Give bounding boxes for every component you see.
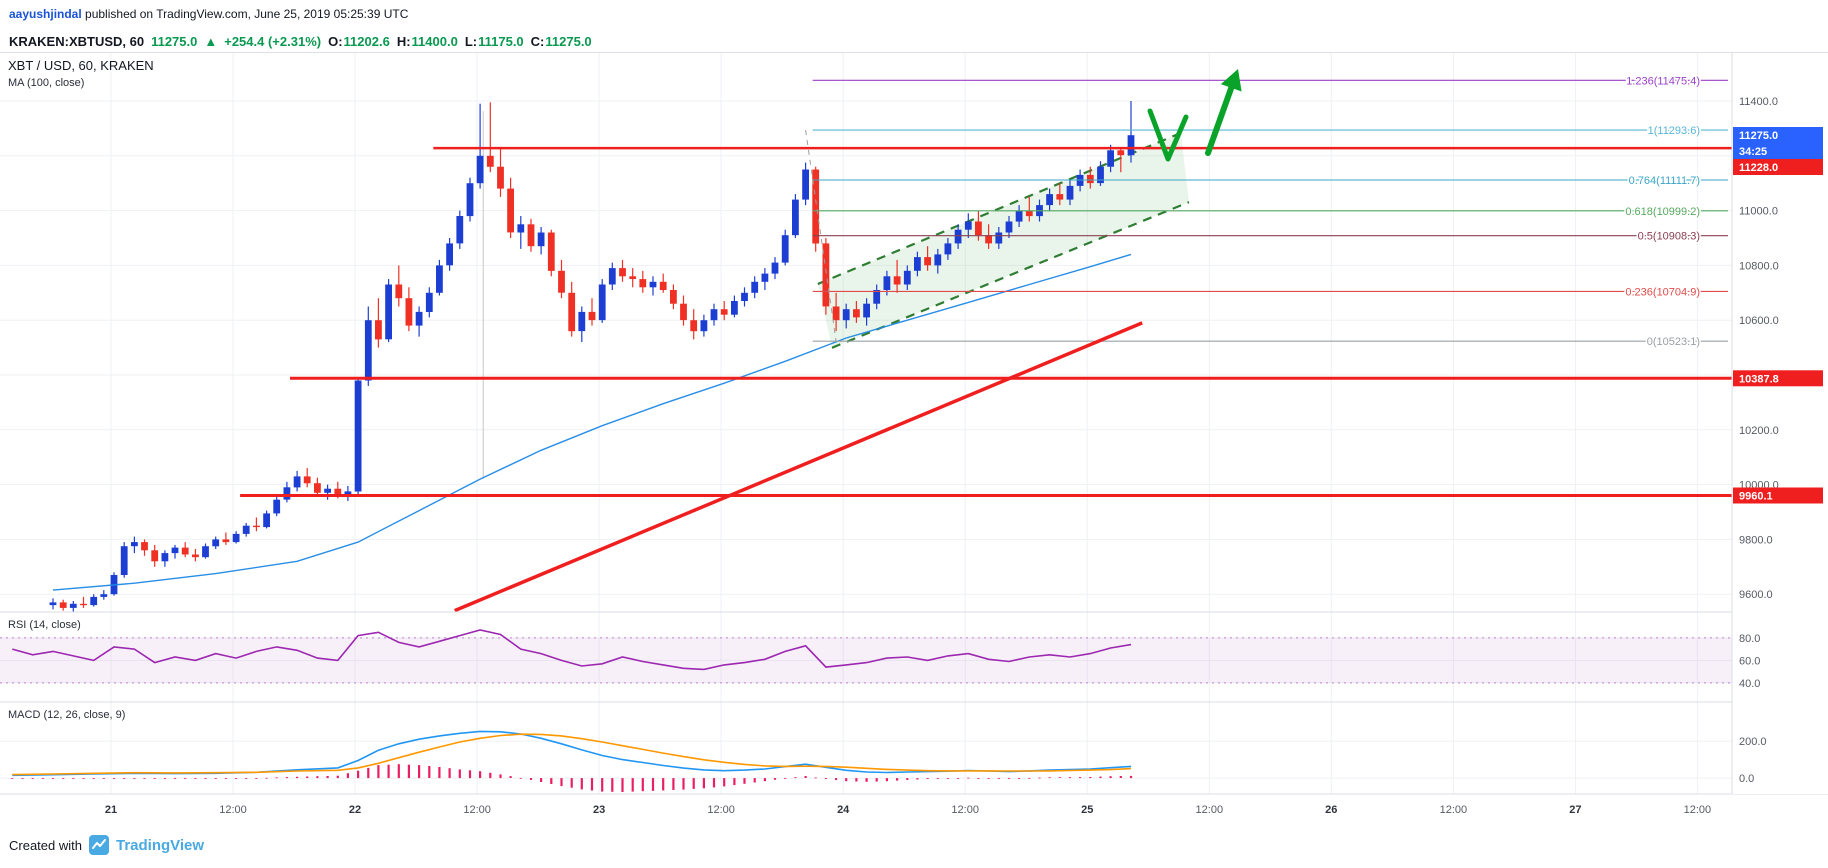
svg-text:10800.0: 10800.0 <box>1739 260 1779 272</box>
svg-text:10200.0: 10200.0 <box>1739 425 1779 437</box>
svg-text:12:00: 12:00 <box>951 804 979 816</box>
change-arrow-icon: ▲ <box>204 33 218 49</box>
svg-text:11275.0: 11275.0 <box>1739 130 1778 142</box>
svg-text:0.764(11111.7): 0.764(11111.7) <box>1629 175 1700 187</box>
pane-separators <box>0 611 1828 795</box>
svg-text:9960.1: 9960.1 <box>1739 491 1773 503</box>
svg-text:12:00: 12:00 <box>219 804 247 816</box>
svg-text:11400.0: 11400.0 <box>1739 96 1778 108</box>
svg-text:12:00: 12:00 <box>463 804 491 816</box>
macd-signal-line <box>12 733 1132 776</box>
symbol-name[interactable]: KRAKEN:XBTUSD, 60 <box>9 33 145 49</box>
ma-legend: MA (100, close) <box>8 77 84 89</box>
svg-text:11000.0: 11000.0 <box>1739 206 1778 218</box>
candlestick-series[interactable] <box>49 101 1135 612</box>
svg-text:200.0: 200.0 <box>1739 736 1767 748</box>
svg-text:0.5(10908.3): 0.5(10908.3) <box>1638 231 1700 243</box>
rsi-band <box>0 637 1732 684</box>
open-value: O: 11202.6 <box>328 33 390 49</box>
svg-text:12:00: 12:00 <box>1684 804 1712 816</box>
time-axis[interactable]: 21 12:00 22 12:00 23 12:00 24 12:00 25 12:00 26 12:… <box>105 804 1711 816</box>
svg-text:10600.0: 10600.0 <box>1739 315 1779 327</box>
fib-labels: 1.236(11475.4) 1(11293.6) 0.764(11111.7) 0.… <box>1624 74 1702 350</box>
svg-text:11228.0: 11228.0 <box>1739 162 1778 174</box>
svg-text:1(11293.6): 1(11293.6) <box>1648 125 1700 137</box>
support-price-label: 9960.1 <box>1733 487 1823 504</box>
macd-legend: MACD (12, 26, close, 9) <box>8 709 125 721</box>
rsi-line <box>12 629 1132 671</box>
svg-text:12:00: 12:00 <box>707 804 735 816</box>
main-legend: XBT / USD, 60, KRAKEN <box>8 58 154 73</box>
created-with-text: Created with <box>9 837 82 853</box>
footer-bar: Created with TradingView <box>0 822 1828 868</box>
zigzag-drawing <box>1147 108 1189 162</box>
trend-channel <box>817 131 1190 349</box>
publish-text: published on TradingView.com, June 25, 2… <box>81 7 409 21</box>
legend: XBT / USD, 60, KRAKEN MA (100, close) RSI … <box>8 58 154 721</box>
horizontal-levels <box>240 146 1732 497</box>
author-name[interactable]: aayushjindal <box>9 7 82 21</box>
price-change: +254.4 (+2.31%) <box>224 33 322 49</box>
support-price-label: 10387.8 <box>1733 370 1823 387</box>
svg-text:27: 27 <box>1569 804 1581 816</box>
price-axis[interactable]: 11400.011000.010800.010600.010200.010000… <box>1731 53 1828 794</box>
svg-text:40.0: 40.0 <box>1739 678 1760 690</box>
svg-text:10387.8: 10387.8 <box>1739 373 1779 385</box>
close-value: C: 11275.0 <box>530 33 592 49</box>
svg-text:22: 22 <box>349 804 361 816</box>
bar-countdown-label: 34:25 <box>1733 143 1823 159</box>
svg-text:80.0: 80.0 <box>1739 633 1760 645</box>
svg-text:12:00: 12:00 <box>1196 804 1224 816</box>
last-price-label: 11275.0 <box>1733 127 1823 143</box>
rsi-legend: RSI (14, close) <box>8 619 81 631</box>
svg-text:0.0: 0.0 <box>1739 773 1754 785</box>
svg-text:9800.0: 9800.0 <box>1739 534 1773 546</box>
svg-text:9600.0: 9600.0 <box>1739 589 1773 601</box>
arrow-up-drawing <box>1205 69 1242 156</box>
svg-text:24: 24 <box>837 804 850 816</box>
tradingview-brand[interactable]: TradingView <box>115 836 205 854</box>
svg-text:0(10523.1): 0(10523.1) <box>1647 336 1700 348</box>
svg-text:1.236(11475.4): 1.236(11475.4) <box>1626 75 1700 87</box>
svg-text:26: 26 <box>1325 804 1337 816</box>
resistance-price-label: 11228.0 <box>1733 159 1823 175</box>
svg-text:34:25: 34:25 <box>1739 146 1767 158</box>
svg-text:60.0: 60.0 <box>1739 655 1760 667</box>
trendline <box>454 321 1143 613</box>
svg-text:12:00: 12:00 <box>1440 804 1468 816</box>
publish-info-bar: aayushjindal published on TradingView.co… <box>0 0 1828 26</box>
svg-text:21: 21 <box>105 804 117 816</box>
low-value: L: 11175.0 <box>464 33 524 49</box>
svg-text:23: 23 <box>593 804 605 816</box>
svg-text:0.618(10999.2): 0.618(10999.2) <box>1625 206 1700 218</box>
last-price: 11275.0 <box>151 33 198 49</box>
fib-retracement <box>805 79 1728 342</box>
symbol-info-bar: KRAKEN:XBTUSD, 60 11275.0 ▲ +254.4 (+2.3… <box>0 26 1828 52</box>
tradingview-logo-icon[interactable] <box>88 835 109 855</box>
chart-canvas[interactable]: 11400.011000.010800.010600.010200.010000… <box>0 53 1828 823</box>
ma-line <box>52 253 1132 591</box>
high-value: H: 11400.0 <box>396 33 458 49</box>
svg-text:0.236(10704.9): 0.236(10704.9) <box>1625 286 1700 298</box>
macd-histogram <box>11 764 1133 792</box>
chart-area[interactable]: 11400.0 11000.0 10800.0 10600.0 10200.0 10000… <box>0 52 1828 822</box>
svg-text:25: 25 <box>1081 804 1093 816</box>
